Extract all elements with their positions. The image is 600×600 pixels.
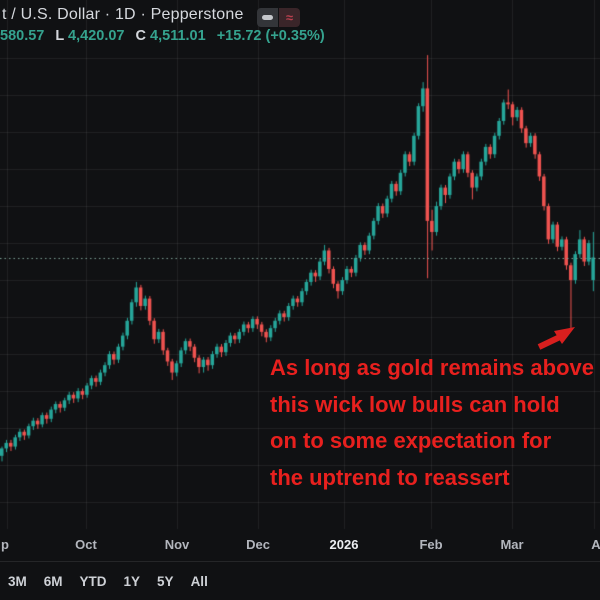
header-icon-group: ≈ <box>257 8 300 27</box>
range-button-ytd[interactable]: YTD <box>79 573 107 589</box>
pill-icon <box>262 15 273 20</box>
ohlc-values: 580.57 L 4,420.07 C 4,511.01 +15.72 (+0.… <box>0 28 327 44</box>
x-axis[interactable]: p Oct Nov Dec 2026 Feb Mar A <box>0 534 600 558</box>
close-value: 4,511.01 <box>150 28 206 44</box>
x-axis-label: Nov <box>164 537 190 552</box>
annotation-line: this wick low bulls can hold <box>270 391 560 417</box>
high-value: 580.57 <box>0 28 45 44</box>
range-button-1y[interactable]: 1Y <box>123 573 141 589</box>
range-button-6m[interactable]: 6M <box>43 573 63 589</box>
close-label: C <box>135 28 146 44</box>
range-toolbar: 3M 6M YTD 1Y 5Y All <box>0 561 600 600</box>
range-button-5y[interactable]: 5Y <box>157 573 174 589</box>
approx-icon: ≈ <box>285 10 294 25</box>
annotation-line: on to some expectation for <box>270 428 552 453</box>
change-value: +15.72 (+0.35%) <box>216 28 325 44</box>
x-axis-label: Oct <box>75 537 97 552</box>
annotation-line: As long as gold remains above <box>270 355 594 380</box>
low-value: 4,420.07 <box>68 28 125 44</box>
approx-toggle-button[interactable]: ≈ <box>279 8 300 27</box>
low-label: L <box>55 28 64 44</box>
x-axis-label: A <box>591 537 600 552</box>
annotation-text[interactable]: As long as gold remains above this wick … <box>270 350 594 496</box>
x-axis-label: 2026 <box>329 537 359 552</box>
range-button-all[interactable]: All <box>190 573 208 589</box>
x-axis-label: p <box>1 537 9 552</box>
symbol-title[interactable]: t / U.S. Dollar · 1D · Pepperstone <box>2 6 244 23</box>
annotation-line: the uptrend to reassert <box>270 464 510 490</box>
pill-toggle-button[interactable] <box>257 8 278 27</box>
range-button-3m[interactable]: 3M <box>8 573 27 589</box>
x-axis-label: Dec <box>246 537 270 552</box>
x-axis-label: Feb <box>419 537 443 552</box>
x-axis-label: Mar <box>500 537 524 552</box>
